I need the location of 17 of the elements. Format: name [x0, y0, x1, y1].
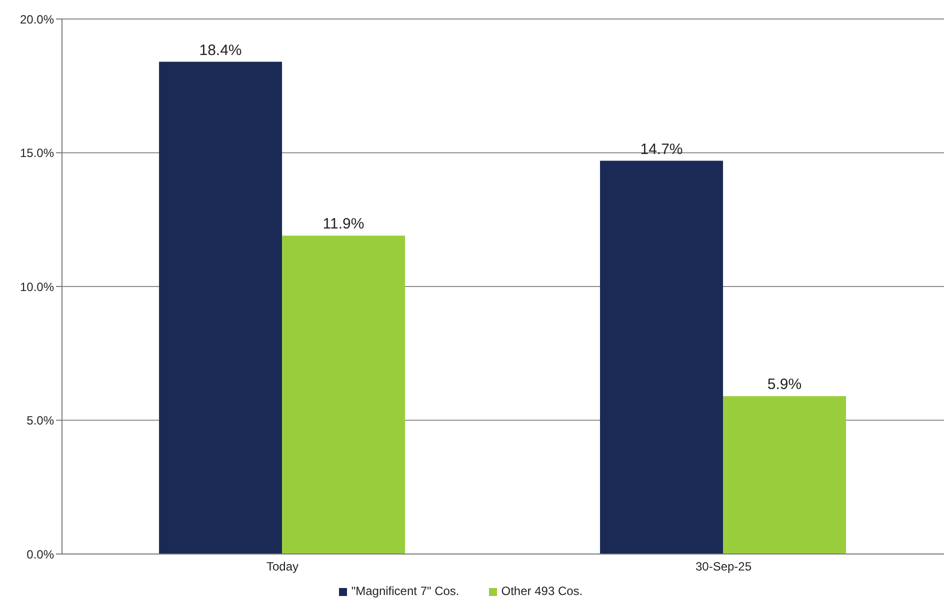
data-label: 5.9% [767, 376, 802, 394]
y-tick-label: 15.0% [20, 146, 54, 160]
data-label: 18.4% [199, 42, 242, 59]
legend-label: "Magnificent 7" Cos. [351, 584, 460, 598]
x-tick-label: Today [266, 560, 299, 574]
bar [282, 236, 406, 554]
bar [723, 396, 846, 554]
bar [159, 62, 282, 554]
legend-label: Other 493 Cos. [501, 584, 583, 598]
data-label: 11.9% [322, 216, 364, 233]
data-label: 14.7% [640, 140, 683, 158]
x-tick-label: 30-Sep-25 [695, 560, 752, 574]
y-tick-label: 10.0% [20, 280, 54, 294]
y-tick-label: 20.0% [20, 12, 54, 26]
bar [600, 160, 724, 554]
y-tick-label: 5.0% [26, 414, 54, 428]
y-tick-label: 0.0% [26, 547, 54, 562]
